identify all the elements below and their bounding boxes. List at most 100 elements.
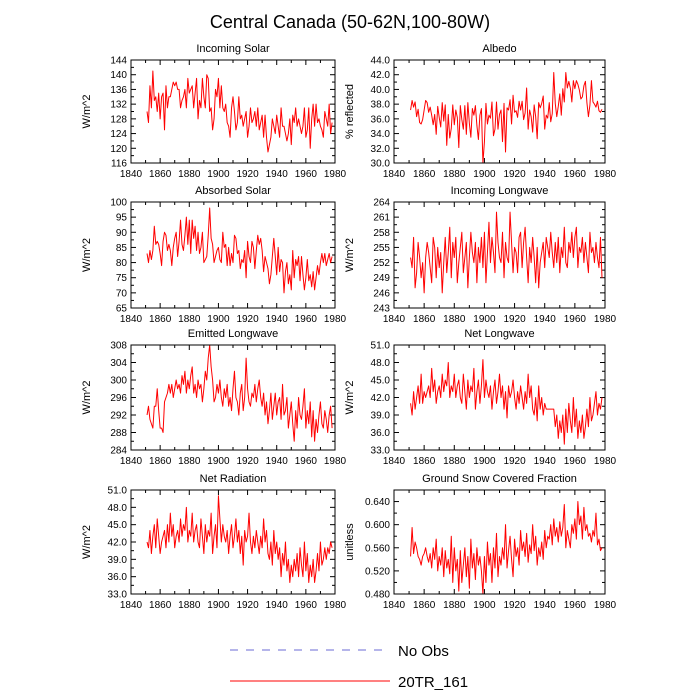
y-tick-label: 51.0 — [371, 341, 391, 352]
y-tick-label: 42.0 — [108, 538, 128, 549]
y-tick-label: 40.0 — [371, 85, 391, 96]
figure-title: Central Canada (50-62N,100-80W) — [210, 12, 490, 32]
chart-title: Net Radiation — [200, 473, 267, 485]
y-tick-label: 85 — [116, 243, 128, 254]
x-tick-label: 1980 — [594, 456, 617, 467]
legend: No Obs 20TR_161 — [230, 643, 468, 691]
y-tick-label: 51.0 — [108, 486, 128, 497]
series-line-20tr-161 — [146, 344, 333, 442]
y-tick-label: 0.600 — [365, 520, 390, 531]
y-tick-label: 42.0 — [371, 393, 391, 404]
y-tick-label: 33.0 — [371, 446, 391, 457]
x-tick-label: 1920 — [503, 169, 526, 180]
x-tick-label: 1840 — [383, 169, 406, 180]
x-tick-label: 1840 — [120, 169, 143, 180]
y-tick-label: 304 — [110, 358, 127, 369]
x-tick-label: 1840 — [383, 600, 406, 611]
x-tick-label: 1880 — [443, 314, 466, 325]
x-tick-label: 1960 — [295, 314, 318, 325]
plot-frame — [393, 201, 606, 309]
x-tick-label: 1940 — [534, 169, 557, 180]
y-tick-label: 95 — [116, 213, 128, 224]
x-tick-label: 1840 — [120, 456, 143, 467]
x-tick-label: 1980 — [594, 314, 617, 325]
chart-title: Emitted Longwave — [188, 328, 279, 340]
x-tick-label: 1960 — [295, 600, 318, 611]
y-tick-label: 36.0 — [108, 572, 128, 583]
y-tick-label: 252 — [373, 258, 390, 269]
x-tick-label: 1940 — [266, 314, 289, 325]
y-tick-label: 0.560 — [365, 543, 390, 554]
y-tick-label: 0.520 — [365, 566, 390, 577]
x-tick-label: 1960 — [564, 314, 587, 325]
x-tick-label: 1900 — [473, 600, 496, 611]
y-tick-label: 48.0 — [108, 503, 128, 514]
y-tick-label: 249 — [373, 273, 390, 284]
series-line-20tr-161 — [410, 72, 603, 164]
y-tick-label: 30.0 — [371, 159, 391, 170]
x-tick-label: 1880 — [178, 314, 201, 325]
chart-albedo: Albedo % reflected 1840 1860 1880 1900 1920 194… — [344, 43, 617, 180]
y-tick-label: 308 — [110, 341, 127, 352]
chart-net-radiation: Net Radiation W/m^2 1840 1860 1880 1900 1920 19… — [81, 473, 347, 611]
y-tick-label: 0.480 — [365, 590, 390, 601]
x-tick-label: 1860 — [149, 456, 172, 467]
x-tick-label: 1920 — [503, 600, 526, 611]
x-tick-label: 1960 — [564, 600, 587, 611]
y-tick-label: 80 — [116, 258, 128, 269]
y-tick-label: 132 — [110, 100, 127, 111]
x-tick-label: 1980 — [324, 600, 347, 611]
x-tick-label: 1980 — [324, 314, 347, 325]
x-tick-label: 1900 — [207, 169, 230, 180]
y-tick-label: 33.0 — [108, 590, 128, 601]
y-tick-label: 288 — [110, 428, 127, 439]
x-tick-label: 1900 — [473, 314, 496, 325]
x-tick-label: 1940 — [534, 314, 557, 325]
y-axis-label: W/m^2 — [81, 238, 93, 272]
y-tick-label: 44.0 — [371, 56, 391, 67]
y-tick-label: 42.0 — [371, 70, 391, 81]
x-tick-label: 1900 — [207, 314, 230, 325]
x-tick-label: 1880 — [443, 600, 466, 611]
x-tick-label: 1860 — [413, 314, 436, 325]
y-tick-label: 48.0 — [371, 358, 391, 369]
x-tick-label: 1960 — [564, 456, 587, 467]
y-axis-label: W/m^2 — [344, 238, 356, 272]
series-line-20tr-161 — [410, 211, 603, 294]
plot-frame — [393, 489, 606, 595]
x-tick-label: 1860 — [149, 314, 172, 325]
series-line-20tr-161 — [410, 501, 603, 595]
chart-title: Incoming Longwave — [451, 185, 549, 197]
y-tick-label: 36.0 — [371, 428, 391, 439]
y-tick-label: 39.0 — [371, 411, 391, 422]
x-tick-label: 1840 — [120, 600, 143, 611]
chart-title: Incoming Solar — [196, 43, 270, 55]
y-tick-label: 120 — [110, 144, 127, 155]
y-tick-label: 70 — [116, 288, 128, 299]
x-tick-label: 1920 — [503, 456, 526, 467]
y-axis-label: W/m^2 — [81, 525, 93, 559]
y-tick-label: 38.0 — [371, 100, 391, 111]
x-tick-label: 1860 — [413, 456, 436, 467]
y-axis-label: % reflected — [344, 84, 356, 139]
x-tick-label: 1900 — [473, 456, 496, 467]
plot-frame — [393, 59, 606, 164]
y-tick-label: 100 — [110, 198, 127, 209]
chart-title: Ground Snow Covered Fraction — [422, 473, 577, 485]
y-tick-label: 128 — [110, 114, 127, 125]
x-tick-label: 1860 — [149, 169, 172, 180]
x-tick-label: 1840 — [383, 314, 406, 325]
plot-frame — [130, 344, 336, 451]
y-tick-label: 0.640 — [365, 497, 390, 508]
x-tick-label: 1920 — [236, 314, 259, 325]
x-tick-label: 1920 — [236, 169, 259, 180]
chart-ground-snow-covered-fraction: Ground Snow Covered Fraction unitless 1840… — [344, 473, 617, 611]
series-line-20tr-161 — [146, 207, 333, 294]
x-tick-label: 1940 — [266, 456, 289, 467]
x-tick-label: 1840 — [383, 456, 406, 467]
chart-net-longwave: Net Longwave W/m^2 1840 1860 1880 1900 1920 194… — [344, 328, 617, 467]
y-tick-label: 45.0 — [371, 376, 391, 387]
chart-emitted-longwave: Emitted Longwave W/m^2 1840 1860 1880 1900 192… — [81, 328, 347, 467]
x-tick-label: 1880 — [178, 456, 201, 467]
